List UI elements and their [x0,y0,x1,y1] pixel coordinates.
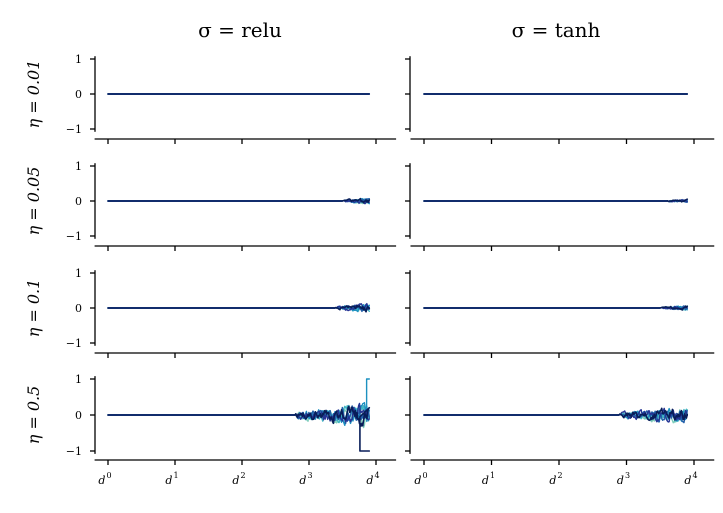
x-tick-exponent: 4 [374,471,379,480]
x-tick-exponent: 1 [490,471,495,480]
y-tick-label: 1 [75,160,82,173]
row-label-eta-0.1: η = 0.1 [24,279,43,338]
panel-1-1 [405,163,715,251]
series-line-5 [423,305,689,311]
column-title-tanh: σ = tanh [512,18,601,42]
series-line-5 [107,405,371,452]
x-tick-label: d3 [299,471,312,487]
x-tick-label: d4 [366,471,379,487]
x-tick-exponent: 3 [625,471,630,480]
panel-2-0: −1 0 1 [66,267,397,358]
x-tick-label: d0 [414,471,427,487]
panel-3-1: d0 d1 d2 d3 d4 [405,376,715,487]
series-line-5 [107,197,371,204]
x-tick-exponent: 3 [307,471,312,480]
y-tick-label: 0 [75,409,82,422]
y-tick-label: −1 [66,337,82,350]
series-line-4 [107,302,370,312]
panel-2-1 [405,270,715,358]
x-tick-label: d0 [98,471,111,487]
y-tick-label: −1 [66,445,82,458]
y-tick-label: 0 [75,195,82,208]
x-tick-exponent: 2 [240,471,245,480]
row-label-eta-0.01: η = 0.01 [24,60,43,129]
column-title-relu: σ = relu [198,18,282,42]
series-line-5 [423,198,689,203]
x-tick-label: d3 [617,471,630,487]
series-line-5 [107,304,371,313]
panel-1-0: −1 0 1 [66,160,397,251]
y-tick-label: 0 [75,302,82,315]
x-tick-label: d2 [549,471,562,487]
y-tick-label: 1 [75,373,82,386]
x-tick-exponent: 0 [106,471,111,480]
x-tick-exponent: 2 [557,471,562,480]
series-line-5 [423,407,689,422]
x-tick-label: d4 [684,471,697,487]
x-tick-exponent: 4 [692,471,697,480]
x-tick-exponent: 1 [173,471,178,480]
x-tick-label: d1 [482,471,495,487]
x-tick-label: d2 [232,471,245,487]
y-tick-label: 1 [75,53,82,66]
y-tick-label: 1 [75,267,82,280]
panels-group: −1 0 1 −1 0 1 −1 0 1 −1 0 1 d0 d1 d2 d3 d4 d0 d1 d2 d3 d4 [66,53,715,487]
x-tick-exponent: 0 [422,471,427,480]
y-tick-label: −1 [66,123,82,136]
panel-0-0: −1 0 1 [66,53,397,144]
panel-0-1 [405,56,715,144]
x-tick-label: d1 [165,471,178,487]
row-label-eta-0.5: η = 0.5 [24,386,43,445]
y-tick-label: 0 [75,88,82,101]
row-label-eta-0.05: η = 0.05 [24,167,43,236]
panel-3-0: −1 0 1 d0 d1 d2 d3 d4 [66,373,397,487]
y-tick-label: −1 [66,230,82,243]
